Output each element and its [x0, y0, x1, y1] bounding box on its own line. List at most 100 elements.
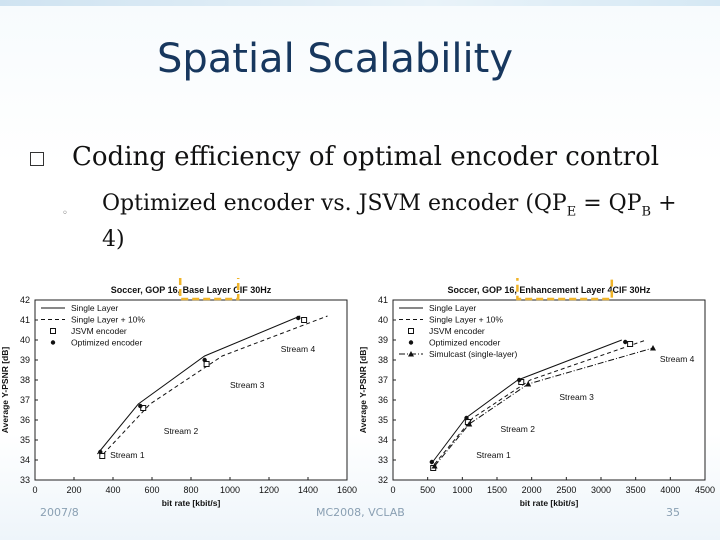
- data-point-dot: [98, 449, 103, 455]
- x-tick-label: 800: [183, 485, 198, 495]
- data-point-square: [203, 361, 210, 367]
- stream-annotation: Stream 2: [500, 424, 535, 434]
- series-line: [434, 347, 654, 467]
- x-tick-label: 200: [66, 485, 81, 495]
- x-tick-label: 2500: [556, 485, 576, 495]
- y-tick-label: 38: [20, 375, 30, 385]
- series-line: [430, 339, 622, 465]
- y-tick-label: 37: [20, 395, 30, 405]
- data-point-dot: [623, 339, 628, 345]
- y-tick-label: 33: [20, 475, 30, 485]
- bullet2-part: + 4): [102, 191, 677, 253]
- y-tick-label: 41: [20, 315, 30, 325]
- legend-label: Single Layer + 10%: [71, 315, 145, 325]
- y-tick-label: 39: [20, 355, 30, 365]
- legend-label: JSVM encoder: [429, 326, 485, 336]
- stream-annotation: Stream 3: [230, 380, 265, 390]
- footer-date: 2007/8: [40, 506, 79, 519]
- y-tick-label: 33: [378, 455, 388, 465]
- bullet2-subscript-e: E: [566, 204, 577, 220]
- x-tick-label: 1000: [220, 485, 240, 495]
- charts-svg: Soccer, GOP 16, Base Layer CIF 30Hz 0 200 4…: [0, 273, 715, 508]
- data-point-square: [627, 341, 634, 347]
- bullet2-part: Optimized encoder vs. JSVM encoder (QP: [102, 191, 567, 216]
- data-point-square: [99, 453, 106, 459]
- stream-annotation: Stream 2: [164, 426, 199, 436]
- x-tick-label: 1200: [259, 485, 279, 495]
- y-tick-label: 34: [378, 435, 388, 445]
- y-tick-label: 37: [378, 375, 388, 385]
- x-axis-label: bit rate [kbit/s]: [520, 498, 579, 508]
- x-tick-label: 4000: [660, 485, 680, 495]
- bullet-level2-text: Optimized encoder vs. JSVM encoder (QPE …: [102, 190, 702, 254]
- y-tick-label: 36: [378, 395, 388, 405]
- y-tick-label: 42: [20, 295, 30, 305]
- top-accent-band: [0, 0, 720, 6]
- data-point-square: [301, 317, 308, 323]
- footer-conference: MC2008, VCLAB: [316, 506, 405, 519]
- y-axis-label: Average Y-PSNR [dB]: [0, 347, 10, 434]
- data-point-dot: [464, 415, 469, 421]
- legend-label: Single Layer: [71, 303, 118, 313]
- bullet-level1-text: Coding efficiency of optimal encoder con…: [72, 142, 660, 172]
- y-tick-label: 34: [20, 455, 30, 465]
- circle-bullet-icon: ◦: [62, 208, 68, 219]
- legend-marker-dot: [408, 340, 414, 345]
- y-tick-label: 32: [378, 475, 388, 485]
- y-axis-label: Average Y-PSNR [dB]: [358, 347, 368, 434]
- x-tick-label: 400: [105, 485, 120, 495]
- data-point-triangle: [650, 345, 656, 351]
- data-point-dot: [296, 315, 301, 321]
- x-tick-label: 3500: [626, 485, 646, 495]
- y-tick-label: 39: [378, 335, 388, 345]
- legend-label: JSVM encoder: [71, 326, 127, 336]
- stream-annotation: Stream 1: [110, 450, 145, 460]
- legend-label: Optimized encoder: [71, 338, 143, 348]
- data-point-triangle: [525, 381, 532, 387]
- legend-marker-triangle: [408, 351, 414, 357]
- x-tick-label: 1600: [337, 485, 357, 495]
- data-point-dot: [138, 403, 143, 409]
- y-tick-label: 40: [20, 335, 30, 345]
- series-line: [97, 315, 301, 455]
- series-line: [434, 339, 647, 465]
- x-axis-label: bit rate [kbit/s]: [162, 498, 221, 508]
- x-tick-label: 500: [420, 485, 435, 495]
- data-point-triangle: [431, 463, 438, 469]
- y-tick-label: 40: [378, 315, 388, 325]
- chart-title: Soccer, GOP 16, Base Layer CIF 30Hz: [111, 285, 272, 295]
- x-tick-label: 0: [32, 485, 37, 495]
- x-tick-label: 3000: [591, 485, 611, 495]
- bullet2-subscript-b: B: [641, 204, 652, 220]
- stream-annotation: Stream 4: [660, 354, 695, 364]
- legend-label: Simulcast (single-layer): [429, 349, 517, 359]
- bullet2-part: = QP: [576, 191, 642, 216]
- stream-annotation: Stream 4: [281, 344, 316, 354]
- data-point-triangle: [466, 421, 473, 427]
- x-tick-label: 4500: [695, 485, 715, 495]
- y-tick-label: 38: [378, 355, 388, 365]
- series-line: [102, 315, 328, 455]
- stream-annotation: Stream 3: [559, 392, 594, 402]
- y-tick-label: 35: [20, 435, 30, 445]
- plot-frame: [34, 299, 348, 481]
- footer-page-number: 35: [666, 506, 680, 519]
- legend-label: Optimized encoder: [429, 338, 501, 348]
- chart-title: Soccer, GOP 16, Enhancement Layer 4CIF 3…: [448, 285, 651, 295]
- x-tick-label: 600: [144, 485, 159, 495]
- square-bullet-icon: [30, 152, 44, 166]
- legend-marker-dot: [50, 340, 56, 345]
- x-tick-label: 2000: [522, 485, 542, 495]
- data-point-dot: [429, 459, 435, 465]
- charts-figure: Soccer, GOP 16, Base Layer CIF 30Hz 0 200 4…: [0, 273, 720, 518]
- stream-annotation: Stream 1: [476, 450, 511, 460]
- legend-marker-square: [50, 328, 56, 334]
- x-tick-label: 1500: [487, 485, 507, 495]
- legend-marker-square: [408, 328, 414, 334]
- y-tick-label: 41: [378, 295, 388, 305]
- y-tick-label: 36: [20, 415, 30, 425]
- legend-label: Single Layer: [429, 303, 476, 313]
- slide-title: Spatial Scalability: [156, 36, 514, 82]
- x-tick-label: 1000: [452, 485, 472, 495]
- legend-label: Single Layer + 10%: [429, 315, 503, 325]
